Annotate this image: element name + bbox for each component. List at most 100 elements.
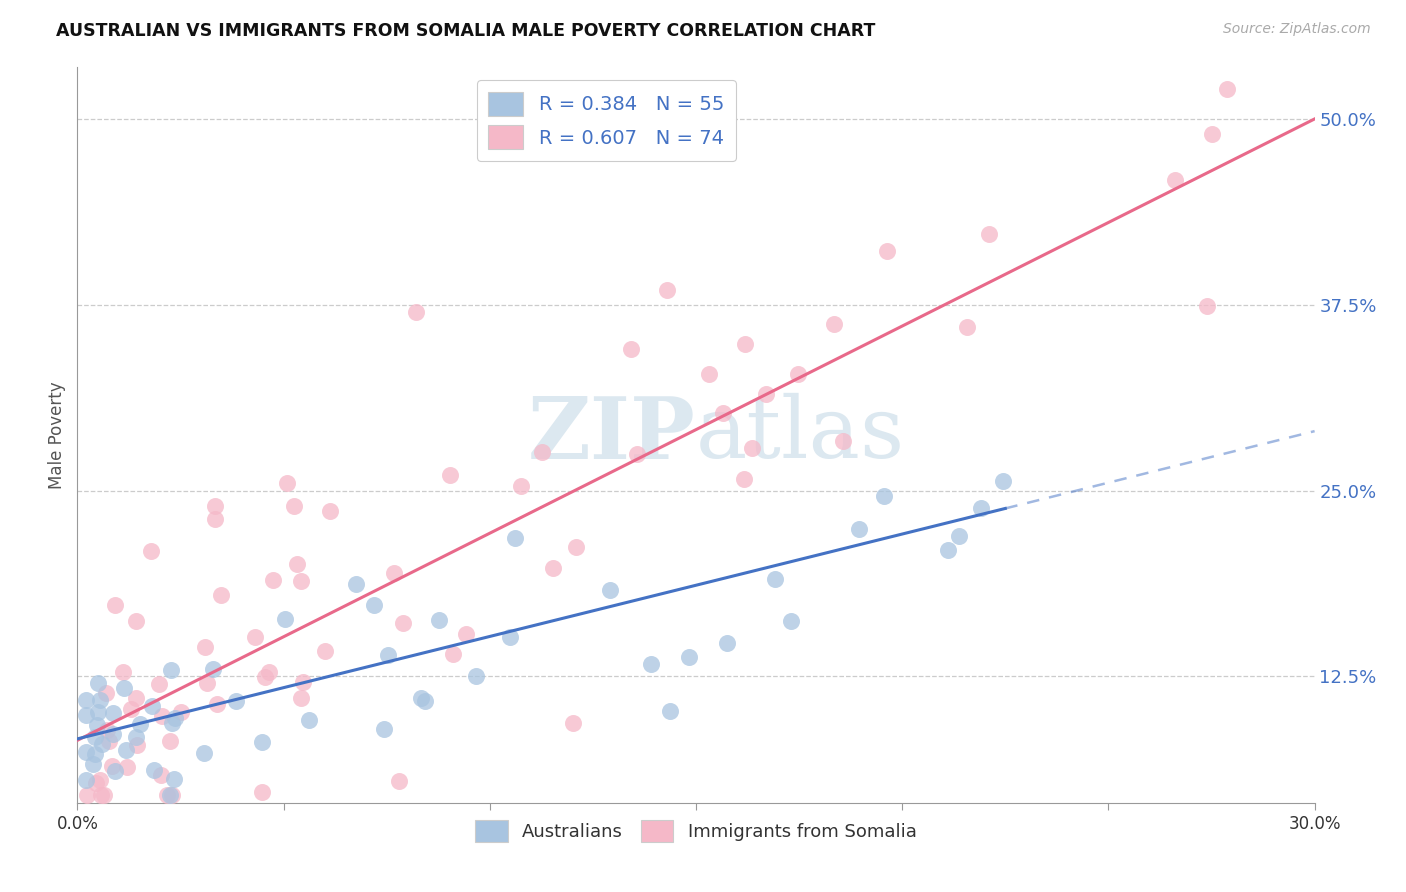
Point [156, 789, 179, 803]
Point [75, 692, 97, 706]
Point [1164, 172, 1187, 186]
Point [90, 789, 112, 803]
Point [127, 738, 149, 752]
Point [787, 367, 810, 381]
Point [876, 244, 898, 258]
Point [141, 699, 163, 714]
Point [75, 746, 97, 760]
Point [763, 572, 786, 586]
Point [86, 718, 108, 732]
Point [160, 789, 183, 803]
Point [377, 648, 399, 663]
Point [159, 734, 181, 748]
Point [541, 560, 564, 574]
Point [112, 681, 135, 696]
Point [193, 746, 215, 760]
Point [678, 649, 700, 664]
Point [202, 662, 225, 676]
Point [252, 785, 274, 799]
Point [124, 730, 146, 744]
Point [314, 644, 336, 658]
Point [734, 337, 756, 351]
Point [257, 665, 280, 679]
Point [120, 701, 142, 715]
Point [1197, 299, 1219, 313]
Point [970, 501, 993, 516]
Point [285, 558, 308, 572]
Point [382, 566, 405, 581]
Point [292, 675, 315, 690]
Point [94, 686, 117, 700]
Point [599, 583, 621, 598]
Point [84, 776, 107, 790]
Point [658, 704, 681, 718]
Point [163, 772, 186, 786]
Point [363, 598, 385, 612]
Point [93, 789, 115, 803]
Point [98, 734, 121, 748]
Point [209, 588, 232, 602]
Point [409, 691, 432, 706]
Point [290, 690, 312, 705]
Point [148, 677, 170, 691]
Point [250, 735, 273, 749]
Point [262, 574, 284, 588]
Point [565, 540, 588, 554]
Point [104, 764, 127, 778]
Point [626, 446, 648, 460]
Point [114, 743, 136, 757]
Text: AUSTRALIAN VS IMMIGRANTS FROM SOMALIA MALE POVERTY CORRELATION CHART: AUSTRALIAN VS IMMIGRANTS FROM SOMALIA MA… [56, 22, 876, 40]
Point [499, 630, 522, 644]
Point [562, 715, 585, 730]
Point [101, 758, 124, 772]
Y-axis label: Male Poverty: Male Poverty [48, 381, 66, 489]
Point [1216, 82, 1239, 96]
Point [979, 227, 1001, 241]
Point [204, 499, 226, 513]
Point [427, 613, 450, 627]
Point [948, 529, 970, 543]
Point [87, 676, 110, 690]
Point [160, 715, 183, 730]
Point [160, 663, 183, 677]
Point [205, 698, 228, 712]
Point [510, 479, 533, 493]
Point [195, 676, 218, 690]
Point [139, 543, 162, 558]
Point [716, 636, 738, 650]
Point [439, 468, 461, 483]
Point [91, 737, 114, 751]
Point [75, 707, 97, 722]
Point [531, 444, 554, 458]
Point [464, 669, 486, 683]
Text: ZIP: ZIP [529, 392, 696, 477]
Point [194, 640, 217, 655]
Point [454, 627, 477, 641]
Point [936, 542, 959, 557]
Point [89, 692, 111, 706]
Point [697, 367, 720, 381]
Point [733, 471, 755, 485]
Point [319, 503, 342, 517]
Point [755, 386, 778, 401]
Point [125, 614, 148, 628]
Point [253, 671, 276, 685]
Point [993, 475, 1015, 489]
Text: atlas: atlas [696, 393, 905, 476]
Point [82, 757, 104, 772]
Point [204, 512, 226, 526]
Point [125, 690, 148, 705]
Point [640, 657, 662, 671]
Point [276, 476, 298, 491]
Point [392, 616, 415, 631]
Point [143, 763, 166, 777]
Point [873, 489, 896, 503]
Point [96, 723, 118, 737]
Point [243, 630, 266, 644]
Point [823, 317, 845, 331]
Point [76, 789, 98, 803]
Point [225, 694, 247, 708]
Point [83, 731, 105, 745]
Point [1201, 127, 1223, 141]
Point [848, 522, 870, 536]
